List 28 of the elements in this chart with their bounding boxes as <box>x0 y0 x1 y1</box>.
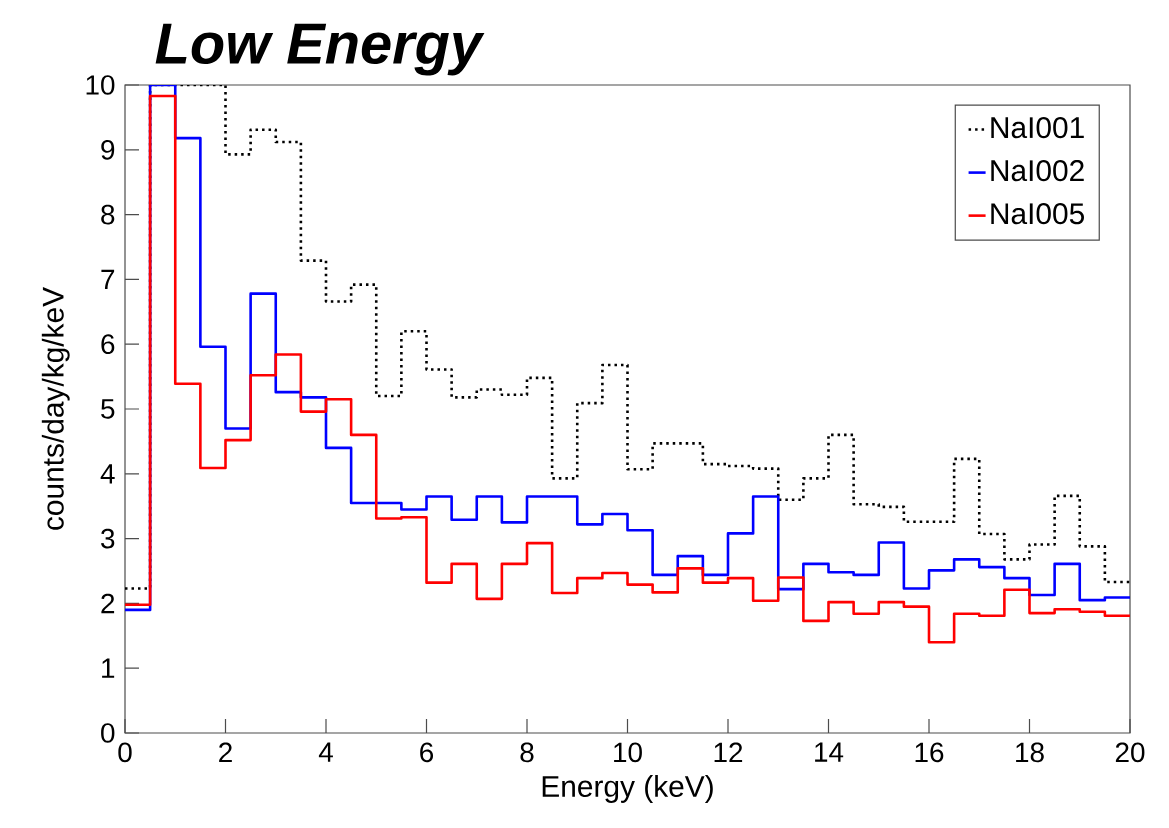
x-tick-label: 6 <box>420 742 434 763</box>
y-tick-label: 7 <box>101 269 115 289</box>
x-tick-label: 8 <box>520 742 534 763</box>
y-tick-label: 8 <box>101 204 115 225</box>
x-tick-label: 2 <box>219 742 232 762</box>
y-tick-label: 4 <box>100 464 115 484</box>
x-tick-label: 18 <box>1016 742 1044 763</box>
x-tick-label: 0 <box>118 742 132 763</box>
legend-label: NaI005 <box>991 203 1084 225</box>
x-tick-label: 4 <box>318 742 333 762</box>
y-tick-label: 0 <box>101 723 115 743</box>
legend-label: NaI001 <box>991 117 1084 139</box>
y-tick-label: 10 <box>86 75 115 95</box>
y-tick-label: 2 <box>101 593 115 614</box>
x-tick-label: 12 <box>714 742 743 762</box>
x-tick-label: 20 <box>1115 742 1145 763</box>
y-tick-label: 1 <box>102 658 115 678</box>
y-tick-label: 9 <box>101 139 115 160</box>
legend-label: NaI002 <box>991 160 1084 182</box>
y-tick-label: 6 <box>101 334 115 355</box>
y-tick-label: 5 <box>101 399 115 419</box>
y-tick-label: 3 <box>101 528 115 549</box>
x-tick-label: 10 <box>614 742 642 763</box>
x-tick-label: 14 <box>815 742 844 762</box>
y-axis-title: counts/day/kg/keV <box>41 287 70 530</box>
chart-title: Low Energy <box>155 23 485 76</box>
x-axis-title: Energy (keV) <box>542 775 713 803</box>
x-tick-label: 16 <box>915 742 944 763</box>
